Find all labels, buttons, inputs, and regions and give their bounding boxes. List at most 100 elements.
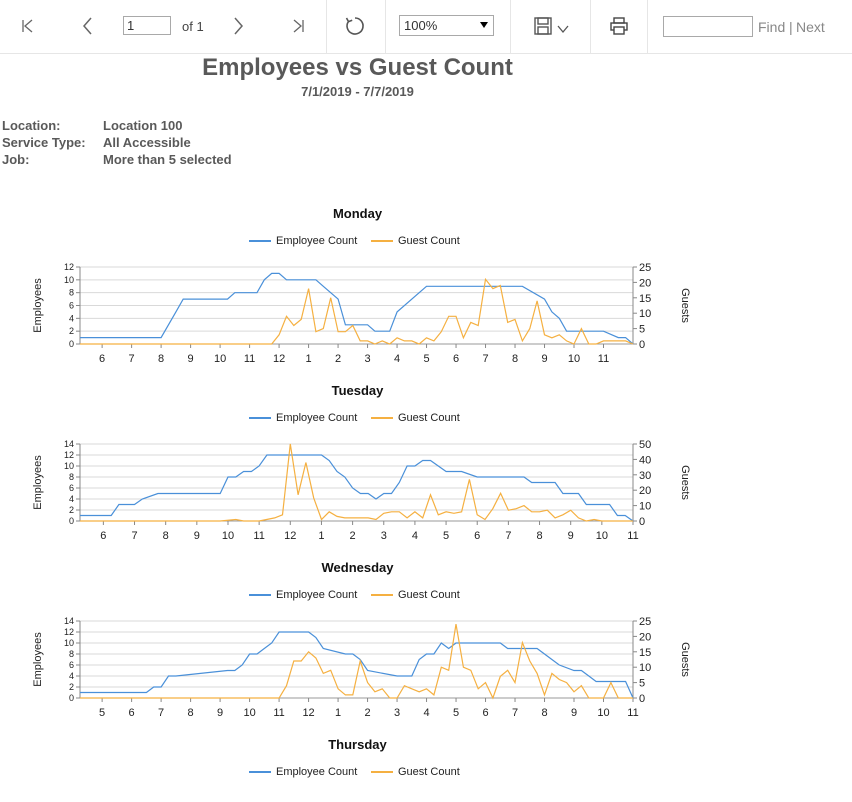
page-number-input[interactable]: [123, 16, 171, 35]
y-axis-title: Employees: [32, 632, 44, 687]
x-tick-label: 7: [512, 707, 518, 719]
legend-swatch-guest: [371, 417, 393, 419]
x-tick-label: 10: [568, 353, 580, 365]
y-tick-label: 0: [69, 693, 74, 703]
x-tick-label: 8: [541, 707, 547, 719]
zoom-select[interactable]: 100%: [399, 15, 494, 36]
x-tick-label: 10: [214, 353, 226, 365]
next-page-button[interactable]: [225, 13, 251, 39]
export-button[interactable]: [530, 13, 572, 39]
x-tick-label: 3: [364, 353, 370, 365]
report-date-range: 7/1/2019 - 7/7/2019: [301, 84, 414, 99]
legend-swatch-employee: [249, 240, 271, 242]
legend-label-employee: Employee Count: [276, 589, 358, 601]
dropdown-arrow-icon: [480, 22, 488, 28]
x-tick-label: 5: [99, 707, 105, 719]
toolbar-divider: [590, 0, 591, 53]
legend-label-employee: Employee Count: [276, 235, 358, 247]
chevron-right-icon: [234, 17, 243, 35]
x-tick-label: 12: [284, 530, 296, 542]
y-tick-label: 0: [69, 516, 74, 526]
employee-count-line: [80, 631, 634, 699]
x-tick-label: 12: [273, 353, 285, 365]
legend-label-guest: Guest Count: [398, 235, 460, 247]
y-tick-label: 6: [69, 483, 74, 493]
x-tick-label: 9: [571, 707, 577, 719]
last-page-button[interactable]: [285, 13, 311, 39]
param-value-job: More than 5 selected: [103, 152, 232, 167]
y2-axis-title: Guests: [679, 465, 691, 500]
find-text-input[interactable]: [663, 16, 753, 37]
y-tick-label: 8: [69, 288, 74, 298]
y2-tick-label: 20: [639, 277, 651, 289]
x-tick-label: 4: [394, 353, 400, 365]
x-tick-label: 8: [536, 530, 542, 542]
x-tick-label: 6: [99, 353, 105, 365]
x-tick-label: 9: [217, 707, 223, 719]
chart-title-wednesday: Wednesday: [321, 560, 394, 575]
chart-title-tuesday: Tuesday: [331, 383, 384, 398]
find-next-link[interactable]: Next: [796, 19, 825, 35]
y2-tick-label: 40: [639, 454, 651, 466]
x-tick-label: 5: [423, 353, 429, 365]
y-tick-label: 12: [64, 262, 74, 272]
y2-tick-label: 15: [639, 293, 651, 305]
x-tick-label: 3: [394, 707, 400, 719]
toolbar-divider: [385, 0, 386, 53]
guest-count-line: [80, 277, 634, 345]
y2-tick-label: 25: [639, 262, 651, 274]
y-tick-label: 2: [69, 505, 74, 515]
previous-page-button[interactable]: [75, 13, 101, 39]
employee-count-line: [80, 454, 634, 522]
y-tick-label: 8: [69, 649, 74, 659]
legend-swatch-employee: [249, 771, 271, 773]
y-tick-label: 4: [69, 671, 74, 681]
legend-item-employee: Employee Count: [249, 588, 357, 602]
y-tick-label: 2: [69, 682, 74, 692]
y2-tick-label: 5: [639, 678, 645, 690]
legend-label-guest: Guest Count: [398, 766, 460, 778]
guest-count-line: [80, 443, 633, 522]
y-tick-label: 12: [64, 627, 74, 637]
chart-legend: Employee Count Guest Count: [0, 588, 715, 602]
toolbar-divider: [510, 0, 511, 53]
y2-tick-label: 20: [639, 485, 651, 497]
x-tick-label: 12: [302, 707, 314, 719]
y2-tick-label: 30: [639, 470, 651, 482]
find-link[interactable]: Find: [758, 19, 786, 35]
x-tick-label: 4: [412, 530, 418, 542]
y-tick-label: 14: [64, 439, 74, 449]
refresh-button[interactable]: [342, 13, 368, 39]
legend-label-employee: Employee Count: [276, 412, 358, 424]
x-tick-label: 5: [453, 707, 459, 719]
y-tick-label: 0: [69, 339, 74, 349]
report-toolbar: of 1 100% Find | Next: [0, 0, 852, 54]
chart-legend: Employee Count Guest Count: [0, 411, 715, 425]
x-tick-label: 11: [627, 707, 638, 719]
chart-legend: Employee Count Guest Count: [0, 765, 715, 779]
y-tick-label: 10: [64, 461, 74, 471]
employee-count-line: [80, 272, 634, 345]
x-tick-label: 6: [100, 530, 106, 542]
y-axis-title: Employees: [32, 278, 44, 333]
legend-label-employee: Employee Count: [276, 766, 358, 778]
first-page-button[interactable]: [15, 13, 41, 39]
y2-tick-label: 0: [639, 516, 645, 528]
y2-tick-label: 10: [639, 308, 651, 320]
y-tick-label: 14: [64, 616, 74, 626]
legend-swatch-guest: [371, 594, 393, 596]
legend-swatch-guest: [371, 771, 393, 773]
legend-label-guest: Guest Count: [398, 412, 460, 424]
legend-item-employee: Employee Count: [249, 411, 357, 425]
print-button[interactable]: [606, 13, 632, 39]
y-tick-label: 8: [69, 472, 74, 482]
x-tick-label: 6: [453, 353, 459, 365]
y-axis-title: Employees: [32, 455, 44, 510]
chevron-down-icon: [557, 25, 569, 34]
last-page-icon: [293, 19, 304, 33]
x-tick-label: 9: [541, 353, 547, 365]
y-tick-label: 6: [69, 660, 74, 670]
x-tick-label: 10: [243, 707, 255, 719]
y2-tick-label: 10: [639, 662, 651, 674]
